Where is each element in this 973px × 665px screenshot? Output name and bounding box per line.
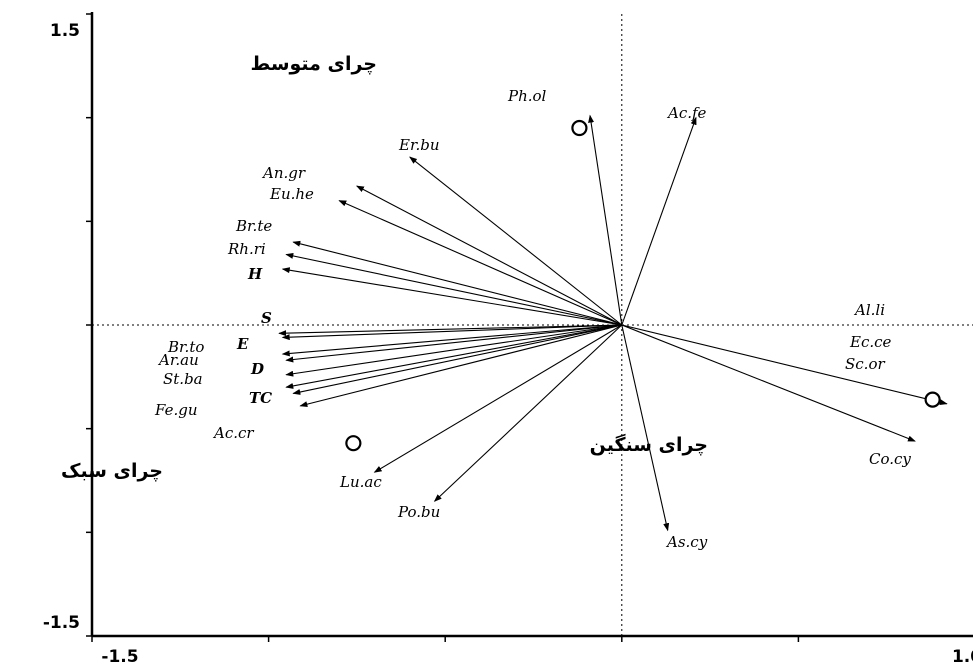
arrow-sc-or	[621, 324, 948, 406]
centroid-marker	[571, 119, 588, 137]
arrow-label-ac-fe: Ac.fe	[666, 104, 707, 122]
group-label: چرای سبک	[61, 460, 163, 482]
arrow-label-ac-cr: Ac.cr	[212, 424, 254, 442]
arrow-label-al-li: Al.li	[853, 301, 885, 319]
arrow-label-s: S	[261, 309, 272, 327]
arrow-label-d: D	[250, 360, 264, 378]
arrow-label-eu-he: Eu.he	[269, 185, 314, 203]
arrow-label-sc-or: Sc.or	[845, 355, 885, 373]
arrow-label-st-ba: St.ba	[163, 370, 203, 388]
group-label: چرای سنگین	[590, 433, 708, 456]
x-tick-label-max: 1.0	[952, 647, 973, 665]
arrow-lu-ac	[373, 324, 623, 473]
arrow-er-bu	[409, 156, 623, 326]
arrow-label-er-bu: Er.bu	[398, 136, 440, 154]
arrow-e	[281, 324, 622, 357]
group-centroids: چرای متوسط چرای سبک چرای سنگین	[61, 53, 941, 482]
arrow-s	[278, 324, 622, 337]
centroid-marker	[345, 435, 362, 452]
arrow-d	[285, 324, 622, 377]
arrow-ar-au	[285, 324, 622, 363]
arrow-rh-ri	[285, 253, 622, 326]
centroid-marker	[924, 391, 941, 408]
arrow-label-co-cy: Co.cy	[869, 450, 911, 468]
arrow-h	[281, 267, 622, 326]
axis-ticks	[86, 13, 800, 642]
arrow-label-br-te: Br.te	[235, 217, 272, 235]
arrow-vectors	[278, 114, 948, 532]
arrow-label-br-to: Br.to	[167, 338, 204, 356]
arrow-po-bu	[433, 324, 623, 502]
arrow-fe-gu	[299, 324, 622, 408]
arrow-ph-ol	[588, 114, 623, 326]
arrow-labels: Ph.ol Ac.fe Er.bu An.gr Eu.he Br.te Rh.ri H S Br.…	[154, 87, 911, 551]
group-label: چرای متوسط	[250, 53, 377, 75]
arrow-label-an-gr: An.gr	[261, 164, 306, 182]
arrow-as-cy	[621, 324, 670, 532]
arrow-br-to	[281, 324, 622, 341]
arrow-label-lu-ac: Lu.ac	[339, 473, 382, 491]
arrow-label-rh-ri: Rh.ri	[227, 240, 266, 258]
x-tick-label-min: -1.5	[101, 647, 138, 665]
y-tick-label-min: -1.5	[43, 613, 80, 633]
arrow-label-h: H	[247, 265, 263, 283]
arrow-label-ph-ol: Ph.ol	[507, 87, 547, 105]
arrow-tc	[292, 324, 622, 395]
arrow-an-gr	[356, 185, 623, 326]
arrow-co-cy	[621, 324, 916, 442]
arrow-ac-fe	[621, 116, 697, 326]
arrow-br-te	[292, 240, 622, 326]
arrow-eu-he	[338, 200, 623, 326]
arrow-label-ec-ce: Ec.ce	[849, 333, 892, 351]
arrow-label-tc: TC	[249, 389, 272, 407]
y-tick-label-max: 1.5	[50, 21, 80, 41]
arrow-label-fe-gu: Fe.gu	[154, 401, 198, 419]
arrow-label-ar-au: Ar.au	[157, 351, 199, 369]
arrow-label-po-bu: Po.bu	[397, 503, 440, 521]
arrow-label-as-cy: As.cy	[665, 533, 708, 551]
arrow-st-ba	[285, 324, 622, 389]
arrow-label-e: E	[236, 335, 249, 353]
